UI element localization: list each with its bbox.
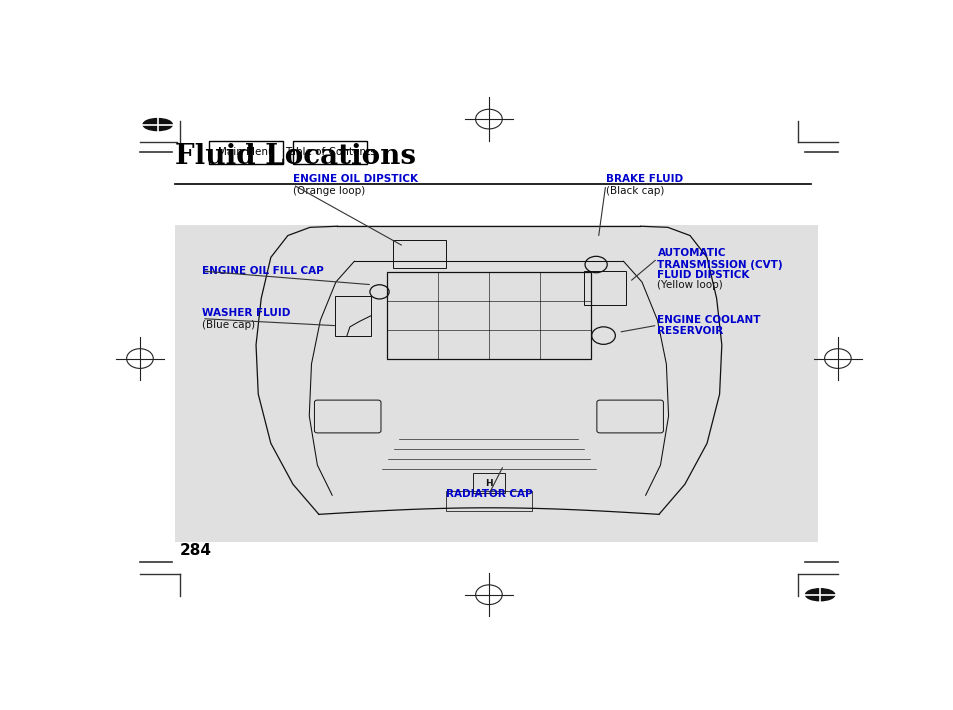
Bar (174, 224, 817, 542)
Ellipse shape (143, 119, 172, 131)
Text: Main Menu: Main Menu (218, 148, 274, 158)
Ellipse shape (804, 589, 834, 601)
Bar (387, 272, 590, 359)
Text: RADIATOR CAP: RADIATOR CAP (445, 489, 532, 499)
Text: (Black cap): (Black cap) (605, 186, 663, 196)
Text: Fluid Locations: Fluid Locations (174, 143, 416, 170)
Text: FLUID DIPSTICK: FLUID DIPSTICK (657, 270, 749, 280)
Bar (210, 141, 283, 164)
Text: AUTOMATIC: AUTOMATIC (657, 248, 725, 258)
Text: ENGINE COOLANT: ENGINE COOLANT (657, 315, 760, 324)
Bar (393, 240, 446, 268)
Bar (335, 296, 370, 336)
Bar (583, 271, 626, 305)
Text: (Blue cap): (Blue cap) (202, 320, 254, 329)
Text: BRAKE FLUID: BRAKE FLUID (605, 174, 682, 184)
Text: Table of Contents: Table of Contents (284, 148, 375, 158)
Bar (446, 491, 531, 510)
Text: H: H (485, 479, 492, 488)
Text: RESERVOIR: RESERVOIR (657, 326, 723, 337)
Bar (293, 141, 367, 164)
Text: TRANSMISSION (CVT): TRANSMISSION (CVT) (657, 260, 782, 270)
Text: 284: 284 (180, 543, 212, 559)
Text: (Yellow loop): (Yellow loop) (657, 280, 722, 290)
Text: ENGINE OIL DIPSTICK: ENGINE OIL DIPSTICK (293, 174, 417, 184)
Text: ENGINE OIL FILL CAP: ENGINE OIL FILL CAP (202, 266, 323, 276)
Bar (472, 474, 505, 493)
Text: WASHER FLUID: WASHER FLUID (202, 308, 290, 318)
Text: (Orange loop): (Orange loop) (293, 186, 365, 196)
